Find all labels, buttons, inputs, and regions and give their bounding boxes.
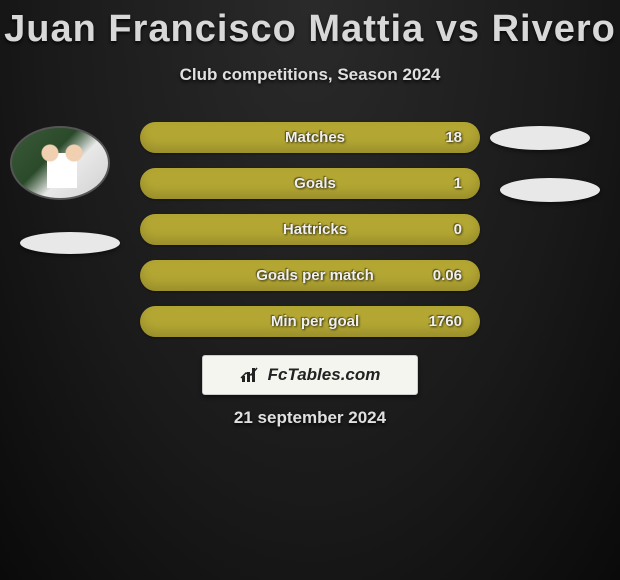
stat-label: Goals [218, 175, 412, 192]
stat-bar: Min per goal1760 [140, 306, 480, 337]
stat-bar: Matches18 [140, 122, 480, 153]
source-logo: FcTables.com [202, 355, 418, 395]
ellipse-right-2 [500, 178, 600, 202]
stat-value: 0.06 [412, 267, 462, 284]
stat-label: Goals per match [218, 267, 412, 284]
stat-value: 1 [412, 175, 462, 192]
stat-bar: Hattricks0 [140, 214, 480, 245]
ellipse-right-1 [490, 126, 590, 150]
stat-value: 1760 [412, 313, 462, 330]
stat-label: Matches [218, 129, 412, 146]
stat-bar: Goals per match0.06 [140, 260, 480, 291]
stat-label: Min per goal [218, 313, 412, 330]
stat-value: 0 [412, 221, 462, 238]
stat-bar: Goals1 [140, 168, 480, 199]
date-label: 21 september 2024 [0, 408, 620, 428]
stat-value: 18 [412, 129, 462, 146]
logo-text: FcTables.com [268, 365, 381, 385]
bar-chart-icon [240, 366, 262, 384]
ellipse-left-1 [20, 232, 120, 254]
player-avatar-left [10, 126, 110, 200]
page-title: Juan Francisco Mattia vs Rivero [0, 0, 620, 51]
stats-panel: Matches18 Goals1 Hattricks0 Goals per match… [140, 122, 480, 352]
stat-label: Hattricks [218, 221, 412, 238]
subtitle: Club competitions, Season 2024 [0, 65, 620, 85]
